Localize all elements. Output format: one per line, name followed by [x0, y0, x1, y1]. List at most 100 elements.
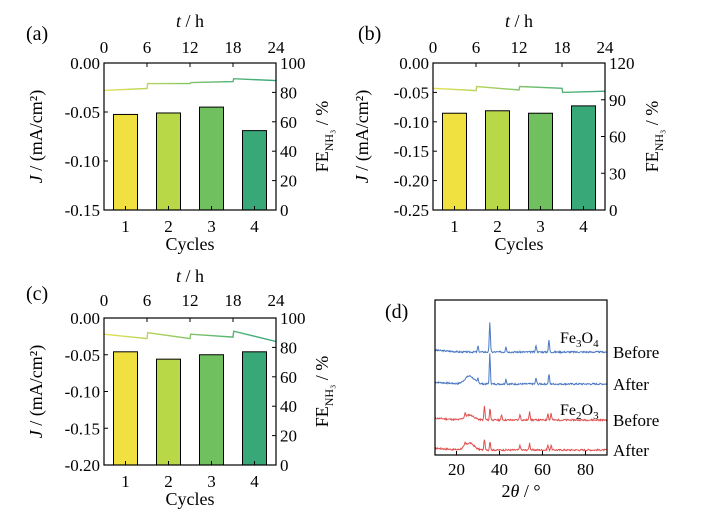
right-tick-label: 40: [280, 397, 297, 416]
top-tick-label: 6: [472, 38, 481, 57]
right-tick-label: 60: [280, 113, 297, 132]
left-axis-label: J / (mA/cm²): [26, 90, 47, 183]
xrd-pattern: [434, 322, 608, 355]
left-axis-var: J: [26, 429, 46, 438]
x-tick-label: 80: [577, 460, 594, 479]
right-tick-label: 0: [280, 201, 289, 220]
right-tick-label: 80: [280, 83, 297, 102]
x-axis-unit: / °: [519, 481, 540, 501]
right-axis-sub: NH₃: [322, 385, 336, 407]
top-tick-label: 12: [511, 38, 528, 57]
x-tick-label: 2: [164, 472, 173, 491]
bar: [242, 130, 267, 211]
plot-frame: [434, 299, 608, 456]
phase-label-part: 3: [593, 410, 599, 422]
left-axis-var: J: [352, 174, 372, 183]
top-tick-label: 18: [554, 38, 571, 57]
bottom-axis-label: Cycles: [166, 234, 215, 254]
x-tick-label: 60: [534, 460, 551, 479]
bar: [199, 354, 224, 466]
right-axis-main: FE: [312, 406, 332, 427]
right-tick-label: 60: [280, 368, 297, 387]
x-axis-label: 2θ / °: [501, 481, 540, 501]
current-trace: [432, 85, 606, 94]
left-tick-label: -0.10: [65, 383, 100, 402]
top-axis-label: t / h: [176, 266, 204, 286]
phase-label-part: O: [582, 330, 594, 347]
phase-label: Fe3O4: [560, 330, 599, 350]
right-tick-label: 30: [609, 164, 626, 183]
x-tick-label: 3: [536, 217, 545, 236]
phase-label-part: 4: [593, 338, 599, 350]
panel-label: (d): [385, 301, 408, 323]
left-tick-label: 0.00: [399, 54, 429, 73]
left-axis-unit: / (mA/cm²): [352, 90, 373, 175]
top-axis-var: t: [176, 266, 182, 286]
panel-label: (b): [358, 23, 381, 45]
right-tick-label: 90: [609, 91, 626, 110]
top-axis-var: t: [176, 11, 182, 31]
pattern-label: After: [613, 441, 649, 460]
x-tick-label: 4: [579, 217, 588, 236]
top-axis-label: t / h: [176, 11, 204, 31]
x-tick-label: 1: [121, 217, 130, 236]
x-tick-label: 2: [493, 217, 502, 236]
bar: [156, 358, 181, 466]
left-tick-label: -0.05: [65, 103, 100, 122]
right-axis-label: FENH₃ / %: [642, 101, 666, 173]
phase-label-part: Fe: [560, 330, 576, 347]
phase-label-part: 2: [576, 410, 582, 422]
left-axis-unit: / (mA/cm²): [26, 90, 47, 175]
pattern-label: After: [613, 375, 649, 394]
x-axis-num: 2: [501, 481, 510, 501]
x-tick-label: 3: [207, 217, 216, 236]
right-tick-label: 0: [609, 201, 618, 220]
left-axis-label: J / (mA/cm²): [352, 90, 373, 183]
left-axis-unit: / (mA/cm²): [26, 345, 47, 430]
right-axis-sub: NH₃: [322, 130, 336, 152]
panel-label: (a): [26, 23, 48, 45]
top-axis-var: t: [505, 11, 511, 31]
left-tick-label: 0.00: [70, 309, 100, 328]
bar: [113, 351, 138, 466]
phase-label-part: 3: [576, 338, 582, 350]
top-tick-label: 0: [100, 291, 109, 310]
pattern-label: Before: [613, 411, 659, 430]
pattern-label: Before: [613, 343, 659, 362]
top-tick-label: 12: [182, 38, 199, 57]
xrd-pattern: [434, 405, 608, 423]
top-axis-unit: / h: [181, 266, 204, 286]
top-axis-label: t / h: [505, 11, 533, 31]
left-axis-var: J: [26, 174, 46, 183]
top-tick-label: 18: [225, 291, 242, 310]
left-tick-label: -0.15: [394, 142, 429, 161]
right-tick-label: 20: [280, 172, 297, 191]
right-axis-main: FE: [312, 151, 332, 172]
right-tick-label: 120: [609, 54, 635, 73]
left-tick-label: -0.20: [65, 456, 100, 475]
left-tick-label: -0.05: [65, 346, 100, 365]
bar: [571, 105, 596, 211]
bar: [442, 112, 467, 211]
bar: [528, 112, 553, 211]
left-tick-label: -0.10: [65, 152, 100, 171]
current-trace: [103, 330, 277, 343]
x-tick-label: 2: [164, 217, 173, 236]
right-tick-label: 0: [280, 456, 289, 475]
bottom-axis-label: Cycles: [166, 489, 215, 509]
x-tick-label: 4: [250, 472, 259, 491]
top-tick-label: 0: [429, 38, 438, 57]
right-tick-label: 40: [280, 142, 297, 161]
top-tick-label: 24: [268, 38, 286, 57]
top-tick-label: 24: [597, 38, 615, 57]
x-axis-var: θ: [510, 481, 519, 501]
top-tick-label: 0: [100, 38, 109, 57]
panel-c: (c)1 2 3 40.00-0.05-0.10-0.15-0.20 020406080…: [26, 266, 336, 509]
top-axis-unit: / h: [181, 11, 204, 31]
right-axis-unit: / %: [642, 101, 662, 130]
top-tick-label: 18: [225, 38, 242, 57]
top-axis-unit: / h: [510, 11, 533, 31]
right-tick-label: 100: [280, 309, 306, 328]
x-tick-label: 4: [250, 217, 259, 236]
